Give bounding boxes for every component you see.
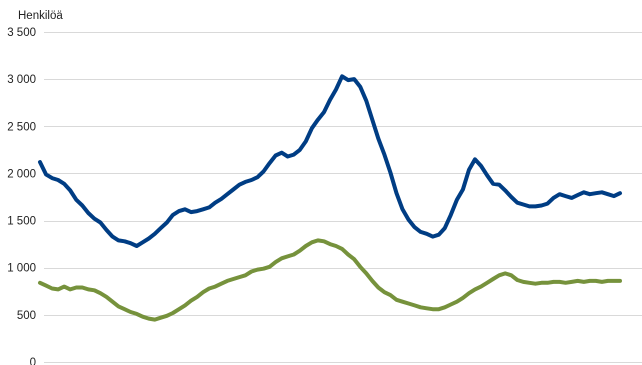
y-axis-title: Henkilöä bbox=[18, 10, 63, 22]
y-axis-ticks: 0 500 1 000 1 500 2 000 2 500 3 000 3 500 bbox=[7, 27, 36, 365]
series-line-1 bbox=[38, 74, 622, 248]
y-tick-label: 1 000 bbox=[7, 263, 36, 275]
series-line-2 bbox=[38, 238, 622, 322]
y-tick-label: 1 500 bbox=[7, 216, 36, 228]
y-tick-label: 3 000 bbox=[7, 74, 36, 86]
y-tick-label: 2 000 bbox=[7, 168, 36, 180]
y-tick-label: 0 bbox=[30, 357, 36, 365]
y-tick-label: 2 500 bbox=[7, 121, 36, 133]
series-layer bbox=[38, 74, 622, 322]
y-tick-label: 3 500 bbox=[7, 27, 36, 39]
y-tick-label: 500 bbox=[17, 310, 36, 322]
